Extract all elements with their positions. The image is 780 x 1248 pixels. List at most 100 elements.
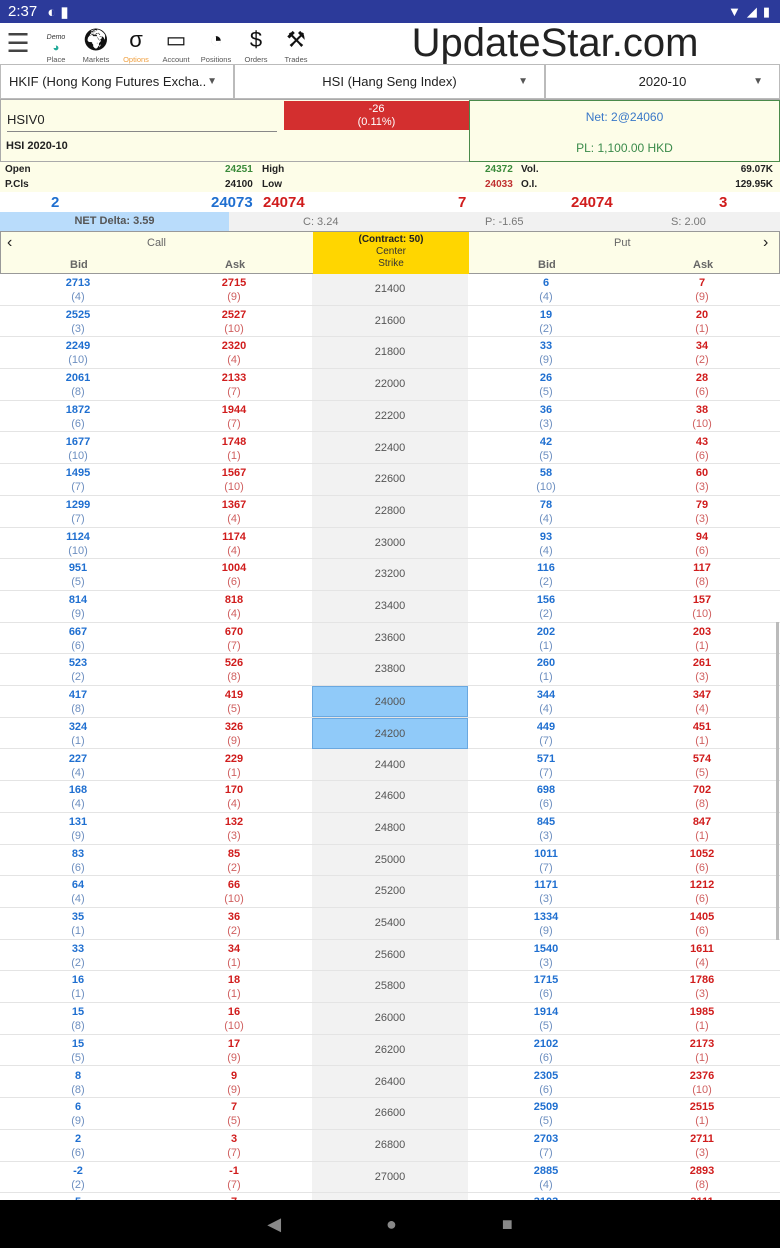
table-row[interactable]: -2 (2) -1 (7) 2885 (4) 2893 (8) 27000 — [0, 1162, 780, 1194]
table-row[interactable]: 64 (4) 66 (10) 1171 (3) 1212 (6) 25200 — [0, 876, 780, 908]
toolbar-markets[interactable]: 🌍︎ Markets — [82, 27, 110, 64]
call-ask-qty[interactable]: (7) — [227, 417, 241, 430]
put-ask[interactable]: 60 — [695, 467, 709, 480]
call-bid-qty[interactable]: (8) — [71, 1020, 85, 1033]
put-ask-qty[interactable]: (1) — [695, 1051, 709, 1064]
table-row[interactable]: 16 (1) 18 (1) 1715 (6) 1786 (3) 25800 — [0, 971, 780, 1004]
put-bid-qty[interactable]: (1) — [539, 671, 553, 684]
put-ask[interactable]: 1786 — [689, 974, 715, 987]
table-row[interactable]: 2713 (4) 2715 (9) 6 (4) 7 (9) 21400 — [0, 274, 780, 306]
put-bid[interactable]: 1914 — [533, 1006, 559, 1019]
put-ask-qty[interactable]: (6) — [695, 925, 709, 937]
put-bid[interactable]: 6 — [542, 277, 550, 289]
call-bid-qty[interactable]: (3) — [71, 322, 85, 335]
call-ask[interactable]: 1004 — [221, 562, 247, 575]
put-bid[interactable]: 202 — [536, 625, 556, 638]
call-bid[interactable]: -2 — [73, 1164, 83, 1177]
call-ask-qty[interactable]: (7) — [227, 386, 241, 399]
call-bid-qty[interactable]: (6) — [71, 417, 85, 430]
put-ask[interactable]: 94 — [695, 530, 709, 543]
put-ask-qty[interactable]: (1) — [695, 734, 709, 747]
call-ask-qty[interactable]: (9) — [227, 734, 241, 747]
call-bid[interactable]: 64 — [71, 879, 85, 892]
call-ask-qty[interactable]: (7) — [227, 1146, 241, 1159]
call-ask-qty[interactable]: (10) — [224, 322, 244, 335]
put-ask[interactable]: 2376 — [689, 1069, 715, 1082]
put-bid[interactable]: 1011 — [534, 847, 558, 860]
call-ask[interactable]: 2320 — [221, 340, 247, 353]
call-bid-qty[interactable]: (5) — [71, 576, 85, 589]
call-bid[interactable]: 1299 — [65, 498, 91, 511]
table-row[interactable]: 6 (9) 7 (5) 2509 (5) 2515 (1) 26600 — [0, 1098, 780, 1130]
put-ask-qty[interactable]: (9) — [695, 291, 709, 303]
table-row[interactable]: 523 (2) 526 (8) 260 (1) 261 (3) 23800 — [0, 654, 780, 687]
call-bid-qty[interactable]: (10) — [68, 354, 88, 367]
chevron-right-icon[interactable]: › — [763, 234, 769, 251]
call-bid-qty[interactable]: (4) — [71, 766, 85, 779]
underlying-select[interactable]: HSI (Hang Seng Index) ▼ — [234, 64, 545, 99]
call-bid[interactable]: 1495 — [65, 467, 91, 480]
put-ask[interactable]: 1212 — [689, 879, 715, 892]
put-ask-qty[interactable]: (6) — [695, 544, 709, 557]
put-ask-qty[interactable]: (10) — [692, 1083, 712, 1096]
recents-icon[interactable]: ■ — [501, 1213, 513, 1234]
put-ask[interactable]: 2711 — [690, 1132, 714, 1145]
call-ask[interactable]: 1567 — [221, 467, 247, 480]
call-ask[interactable]: 670 — [224, 625, 244, 638]
put-ask[interactable]: 261 — [692, 657, 712, 670]
call-ask[interactable]: 1748 — [221, 435, 247, 448]
table-row[interactable]: 15 (5) 17 (9) 2102 (6) 2173 (1) 26200 — [0, 1035, 780, 1067]
call-ask-qty[interactable]: (4) — [227, 544, 241, 557]
put-bid-qty[interactable]: (6) — [539, 988, 553, 1001]
call-bid-qty[interactable]: (2) — [71, 671, 85, 684]
put-ask[interactable]: 702 — [692, 784, 712, 797]
toolbar-place[interactable]: Demo ◕ Place — [46, 34, 66, 64]
put-ask-qty[interactable]: (5) — [695, 766, 709, 779]
call-ask[interactable]: 170 — [224, 784, 244, 797]
put-bid[interactable]: 1540 — [533, 942, 559, 955]
put-bid-qty[interactable]: (4) — [539, 1178, 553, 1191]
table-row[interactable]: 2 (6) 3 (7) 2703 (7) 2711 (3) 26800 — [0, 1130, 780, 1162]
table-row[interactable]: 2525 (3) 2527 (10) 19 (2) 20 (1) 21600 — [0, 306, 780, 338]
put-bid[interactable]: 116 — [537, 562, 555, 575]
call-bid-qty[interactable]: (10) — [68, 544, 88, 557]
put-bid[interactable]: 19 — [539, 308, 553, 321]
put-ask-qty[interactable]: (8) — [695, 798, 709, 811]
put-bid-qty[interactable]: (3) — [539, 829, 553, 842]
call-bid[interactable]: 814 — [68, 594, 88, 606]
put-ask-qty[interactable]: (4) — [695, 703, 709, 716]
call-bid[interactable]: 1677 — [65, 435, 91, 448]
put-ask[interactable]: 1052 — [689, 847, 715, 860]
call-ask[interactable]: 419 — [224, 689, 244, 702]
call-bid-qty[interactable]: (6) — [71, 639, 85, 652]
call-ask-qty[interactable]: (4) — [227, 512, 241, 525]
call-ask[interactable]: 526 — [224, 657, 244, 670]
call-ask[interactable]: 2527 — [221, 308, 247, 321]
put-bid-qty[interactable]: (2) — [539, 608, 553, 620]
call-ask[interactable]: 229 — [224, 752, 244, 765]
call-bid[interactable]: 2525 — [65, 308, 91, 321]
put-ask-qty[interactable]: (1) — [695, 1020, 709, 1033]
call-ask[interactable]: 36 — [227, 911, 241, 923]
call-ask[interactable]: 1944 — [221, 403, 247, 416]
put-ask-qty[interactable]: (6) — [695, 893, 709, 906]
put-bid[interactable]: 33 — [539, 340, 553, 353]
menu-icon[interactable]: ☰ — [6, 28, 30, 58]
table-row[interactable]: 83 (6) 85 (2) 1011 (7) 1052 (6) 25000 — [0, 845, 780, 877]
table-row[interactable]: 8 (8) 9 (9) 2305 (6) 2376 (10) 26400 — [0, 1067, 780, 1099]
put-bid-qty[interactable]: (10) — [536, 481, 556, 494]
call-ask-qty[interactable]: (1) — [227, 956, 241, 969]
put-ask[interactable]: 79 — [695, 498, 709, 511]
put-ask[interactable]: 847 — [692, 815, 712, 828]
call-bid[interactable]: 324 — [68, 720, 88, 733]
call-bid-qty[interactable]: (4) — [71, 291, 85, 303]
call-ask-qty[interactable]: (10) — [224, 1020, 244, 1033]
call-ask[interactable]: 3 — [230, 1132, 238, 1145]
put-ask-qty[interactable]: (3) — [695, 1146, 709, 1159]
put-bid[interactable]: 3103 — [486, 1196, 606, 1200]
call-bid[interactable]: 83 — [71, 847, 85, 860]
put-bid-qty[interactable]: (7) — [539, 861, 553, 874]
put-bid[interactable]: 1334 — [533, 911, 559, 923]
call-bid[interactable]: 131 — [68, 815, 88, 828]
table-row[interactable]: 667 (6) 670 (7) 202 (1) 203 (1) 23600 — [0, 623, 780, 655]
